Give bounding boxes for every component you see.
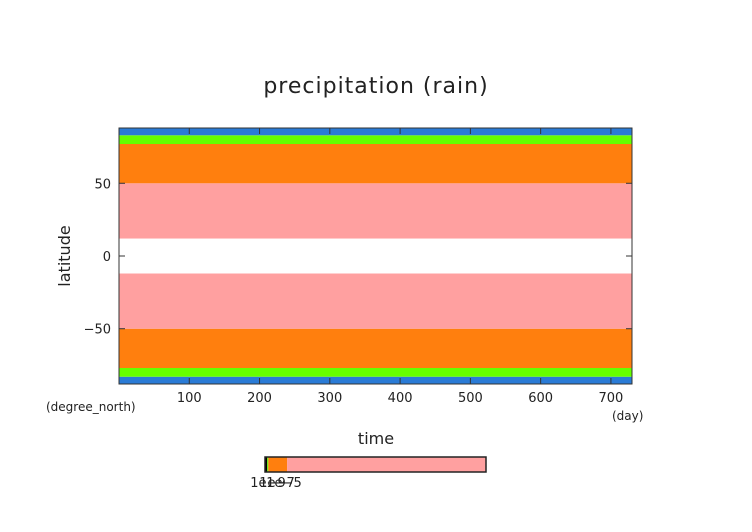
x-axis-units: (day) <box>612 409 643 423</box>
colorbar-tick-label: 1e−5 <box>266 476 301 491</box>
x-tick-label: 500 <box>458 391 483 406</box>
colorbar-frame <box>264 456 487 473</box>
x-tick-label: 100 <box>177 391 202 406</box>
colorbar-segment-2 <box>268 457 288 472</box>
y-axis-units: (degree_north) <box>46 400 136 414</box>
plot-area <box>119 128 632 384</box>
lat-band-6 <box>119 144 632 184</box>
x-tick-label: 600 <box>528 391 553 406</box>
x-tick-label: 300 <box>317 391 342 406</box>
colorbar-labels: 1e−91e−71e−5 <box>250 476 301 491</box>
y-tick-label: −50 <box>84 323 111 338</box>
lat-band-3 <box>119 273 632 329</box>
lat-band-8 <box>119 128 632 136</box>
colorbar-segment-3 <box>287 457 486 472</box>
y-axis: −50 0 50 <box>84 177 632 338</box>
y-axis-label: latitude <box>55 225 74 286</box>
x-axis: 100 200 300 400 500 600 700 <box>177 128 623 406</box>
lat-band-5 <box>119 183 632 239</box>
colorbar-tick-label: 1e−7 <box>259 476 294 491</box>
chart-title: precipitation (rain) <box>263 74 488 99</box>
y-tick-label: 50 <box>94 177 111 192</box>
colorbar <box>265 457 486 472</box>
lat-band-7 <box>119 135 632 144</box>
colorbar-segment-0 <box>265 457 268 472</box>
colorbar-tick-label: 1e−9 <box>250 476 285 491</box>
x-axis-label: time <box>358 429 394 448</box>
lat-band-2 <box>119 328 632 368</box>
x-tick-label: 400 <box>388 391 413 406</box>
x-tick-label: 700 <box>599 391 624 406</box>
lat-band-1 <box>119 368 632 377</box>
colorbar-segment-1 <box>267 457 269 472</box>
x-tick-label: 200 <box>247 391 272 406</box>
y-tick-label: 0 <box>103 250 111 265</box>
lat-band-0 <box>119 376 632 384</box>
lat-band-4 <box>119 238 632 274</box>
